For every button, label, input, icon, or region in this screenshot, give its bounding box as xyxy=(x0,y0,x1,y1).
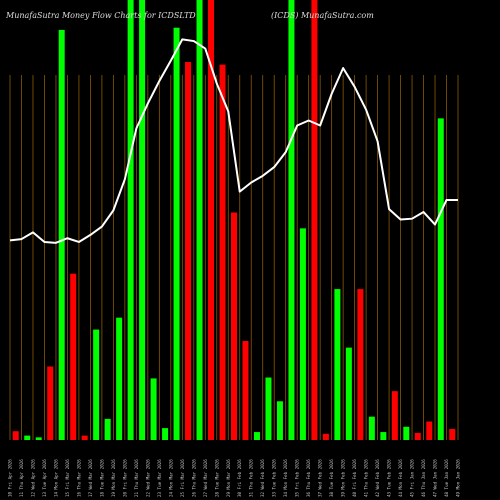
x-tick-label: 16 Thu Mar 2026 xyxy=(76,459,81,497)
money-flow-bar xyxy=(414,432,421,440)
money-flow-bar xyxy=(104,418,111,440)
money-flow-bar xyxy=(35,437,42,440)
x-tick-label: 36 Thu Feb 2026 xyxy=(306,459,311,497)
x-tick-label: 46 Thu Jan 2026 xyxy=(421,459,426,497)
x-tick-label: 12 Wed Apr 2026 xyxy=(30,459,35,497)
x-tick-label: 10 Fri Apr 2026 xyxy=(8,459,13,497)
x-tick-label: 48 Tue Jan 2026 xyxy=(444,459,449,497)
money-flow-bar xyxy=(162,428,169,440)
money-flow-bar xyxy=(357,289,364,440)
money-flow-bar xyxy=(437,118,444,441)
money-flow-bar xyxy=(253,432,260,440)
x-tick-label: 23 Tue Mar 2026 xyxy=(157,459,162,497)
x-tick-label: 24 Mon Mar 2026 xyxy=(168,459,173,497)
x-tick-label: 45 Fri Jan 2026 xyxy=(410,459,415,497)
money-flow-bar xyxy=(299,228,306,440)
x-tick-label: 44 Mon Feb 2026 xyxy=(398,459,403,497)
x-tick-label: 25 Fri Mar 2026 xyxy=(180,459,185,497)
x-tick-label: 15 Fri Mar 2026 xyxy=(65,459,70,497)
x-tick-label: 37 Wed Feb 2026 xyxy=(318,459,323,497)
x-tick-label: 42 Wed Feb 2026 xyxy=(375,459,380,497)
x-tick-label: 32 Wed Feb 2026 xyxy=(260,459,265,497)
money-flow-bar xyxy=(322,433,329,440)
money-flow-bar xyxy=(185,62,192,440)
x-tick-label: 13 Tue Apr 2026 xyxy=(42,459,47,497)
x-tick-label: 21 Thu Mar 2026 xyxy=(134,459,139,497)
money-flow-bar xyxy=(93,329,100,440)
money-flow-bar xyxy=(150,378,157,440)
money-flow-bar xyxy=(345,347,352,440)
money-flow-bar xyxy=(196,0,203,440)
x-tick-label: 19 Mon Mar 2026 xyxy=(111,459,116,497)
x-tick-labels: 10 Fri Apr 2026 11 Thu Apr 2026 12 Wed Apr… xyxy=(8,459,461,497)
money-flow-bar xyxy=(380,432,387,440)
x-tick-label: 49 Mon Jan 2026 xyxy=(456,459,461,497)
x-tick-label: 38 Tue Feb 2026 xyxy=(329,459,334,497)
x-tick-label: 14 Mon Apr 2026 xyxy=(53,459,58,497)
money-flow-bar xyxy=(391,391,398,440)
x-tick-label: 40 Fri Feb 2026 xyxy=(352,459,357,497)
money-flow-bar xyxy=(426,421,433,440)
money-flow-bar xyxy=(334,289,341,440)
price-line xyxy=(9,38,458,244)
x-tick-label: 35 Fri Feb 2026 xyxy=(295,459,300,497)
x-tick-label: 30 Fri Feb 2026 xyxy=(237,459,242,497)
x-tick-label: 39 Mon Feb 2026 xyxy=(341,459,346,497)
x-tick-label: 31 Thu Feb 2026 xyxy=(249,459,254,497)
x-tick-label: 18 Tue Mar 2026 xyxy=(99,459,104,497)
money-flow-bar xyxy=(47,366,54,440)
money-flow-bar xyxy=(311,0,318,440)
chart-title-right: (ICDS) MunafaSutra.com xyxy=(271,11,374,20)
x-tick-label: 29 Mon Mar 2026 xyxy=(226,459,231,497)
money-flow-bar xyxy=(368,416,375,440)
x-tick-label: 28 Tue Mar 2026 xyxy=(214,459,219,497)
x-tick-label: 33 Tue Feb 2026 xyxy=(272,459,277,497)
money-flow-bar xyxy=(81,435,88,440)
money-flow-bar xyxy=(288,0,295,440)
x-tick-label: 26 Thu Mar 2026 xyxy=(191,459,196,497)
money-flow-bar xyxy=(12,431,19,440)
x-tick-label: 20 Fri Mar 2026 xyxy=(122,459,127,497)
money-flow-bar xyxy=(116,317,123,440)
x-tick-label: 27 Wed Mar 2026 xyxy=(203,459,208,497)
money-flow-bar xyxy=(403,426,410,440)
money-flow-bar xyxy=(24,435,31,440)
money-flow-bar xyxy=(173,27,180,440)
line-series xyxy=(9,38,458,244)
x-tick-label: 34 Mon Feb 2026 xyxy=(283,459,288,497)
x-tick-label: 11 Thu Apr 2026 xyxy=(19,459,24,497)
money-flow-bar xyxy=(219,64,226,441)
money-flow-bar xyxy=(70,273,77,440)
x-tick-label: 22 Wed Mar 2026 xyxy=(145,459,150,497)
money-flow-bar xyxy=(449,429,456,440)
money-flow-bar xyxy=(231,212,237,440)
money-flow-bar xyxy=(58,29,65,440)
bar-series xyxy=(12,0,456,441)
money-flow-bar xyxy=(242,341,249,440)
money-flow-bar xyxy=(276,401,283,440)
x-tick-label: 43 Tue Feb 2026 xyxy=(387,459,392,497)
money-flow-bar xyxy=(127,0,134,440)
money-flow-bar xyxy=(208,0,215,440)
chart-title: MunafaSutra Money Flow Charts for ICDSLT… xyxy=(5,11,196,20)
money-flow-bar xyxy=(139,0,146,440)
x-tick-label: 17 Wed Mar 2026 xyxy=(88,459,93,497)
grid-lines xyxy=(9,75,459,440)
money-flow-bar xyxy=(265,377,272,440)
x-tick-label: 47 Wed Jan 2026 xyxy=(433,459,438,497)
x-tick-label: 41 Thu Feb 2026 xyxy=(364,459,369,497)
